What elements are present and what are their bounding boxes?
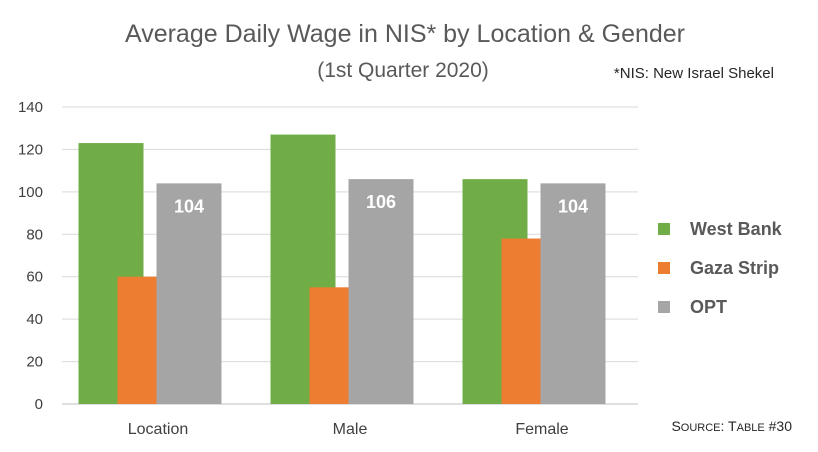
y-tick-label: 60	[26, 269, 43, 286]
legend-label: West Bank	[690, 219, 783, 239]
source-colon: :	[721, 418, 729, 434]
bars	[78, 134, 606, 405]
source-ource: OURCE	[681, 422, 721, 434]
source-able: ABLE	[737, 422, 765, 434]
source-number: #30	[765, 418, 792, 434]
chart-subtitle: (1st Quarter 2020)	[317, 59, 489, 82]
legend-label: OPT	[690, 297, 727, 317]
y-tick-label: 100	[18, 184, 43, 201]
x-axis-categories: Location Male Female	[128, 421, 569, 438]
x-category-label: Location	[128, 421, 189, 438]
legend-swatch	[658, 223, 670, 235]
data-label: 104	[174, 196, 204, 216]
y-tick-label: 0	[35, 396, 43, 413]
legend-swatch	[658, 301, 670, 313]
y-tick-label: 140	[18, 99, 43, 116]
data-label: 106	[366, 192, 396, 212]
bar-opt	[348, 179, 414, 404]
y-tick-label: 40	[26, 311, 43, 328]
bar-opt	[540, 183, 606, 404]
x-category-label: Male	[333, 421, 368, 438]
source-s: S	[671, 418, 680, 434]
legend-swatch	[658, 262, 670, 274]
y-tick-label: 120	[18, 141, 43, 158]
currency-note: *NIS: New Israel Shekel	[614, 65, 774, 82]
data-label: 104	[558, 196, 588, 216]
source-t: T	[728, 418, 737, 434]
chart-title: Average Daily Wage in NIS* by Location &…	[125, 20, 685, 48]
source-note: SOURCE: TABLE #30	[671, 418, 792, 434]
legend: West Bank Gaza Strip OPT	[658, 219, 783, 317]
x-category-label: Female	[515, 421, 568, 438]
y-axis-ticks: 0 20 40 60 80 100 120 140	[18, 99, 43, 413]
data-labels: 104 106 104	[174, 192, 588, 216]
y-tick-label: 80	[26, 226, 43, 243]
legend-label: Gaza Strip	[690, 258, 779, 278]
bar-opt	[156, 183, 222, 404]
y-tick-label: 20	[26, 354, 43, 371]
